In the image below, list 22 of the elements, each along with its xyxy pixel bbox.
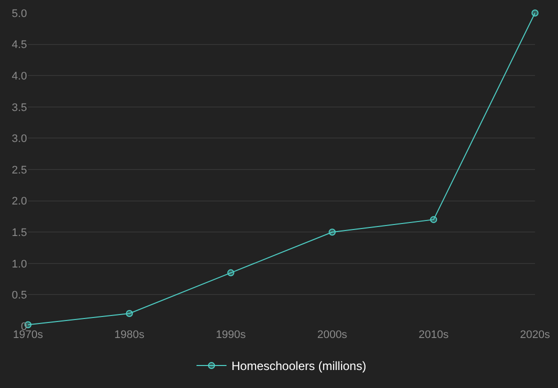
point [430,216,438,224]
x-tick-label: 1980s [114,329,145,341]
y-tick-label: 1.0 [12,258,27,270]
point [328,228,336,236]
x-tick-label: 2000s [317,329,348,341]
point [532,10,538,16]
y-tick-label: 5.0 [12,8,27,20]
y-tick-label: 3.5 [12,102,27,114]
y-tick-label: 4.5 [12,39,27,52]
y-tick-label: 0.5 [12,290,27,302]
y-tick-label: 1.5 [12,226,27,239]
x-tick-label: 2010s [418,329,450,341]
y-tick-label: 4.0 [12,70,27,82]
x-tick-label: 1990s [216,329,246,341]
x-tick-label: 1970s [13,329,44,341]
y-tick-label: 2.0 [12,196,27,208]
y-tick-label: 2.5 [12,164,27,176]
y-tick-label: 3.0 [12,133,27,146]
point [126,310,133,317]
legend-label: Homeschoolers (millions) [232,359,366,374]
point [227,269,234,276]
x-tick-label: 2020s [520,329,550,341]
